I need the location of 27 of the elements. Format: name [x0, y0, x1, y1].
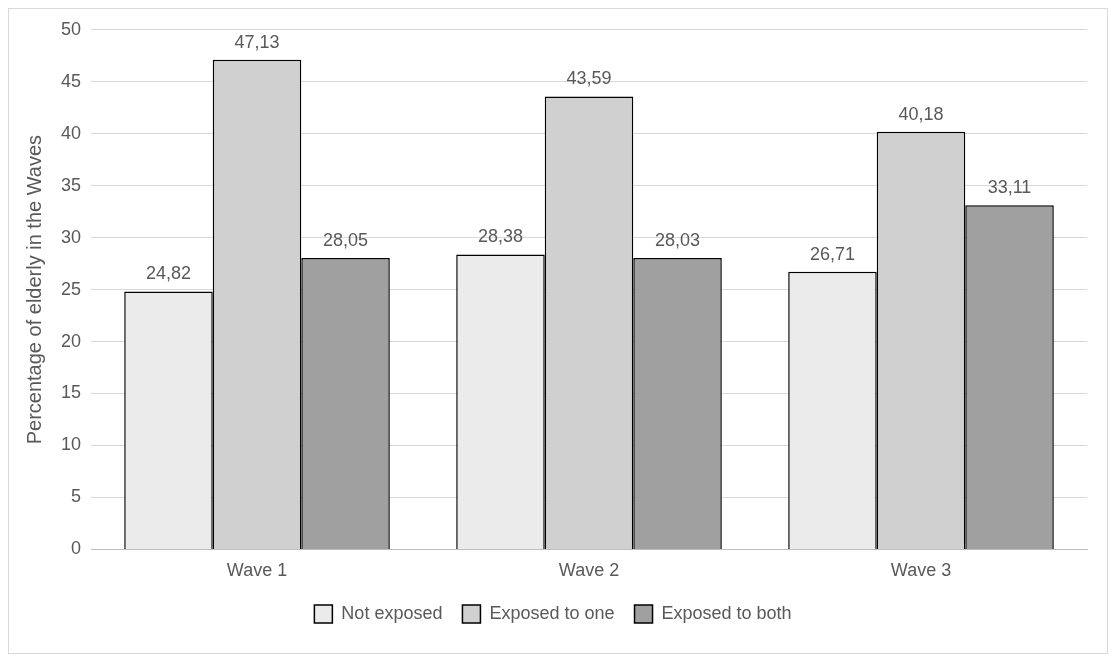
- data-label: 47,13: [234, 31, 280, 52]
- legend-label: Exposed to both: [661, 602, 792, 623]
- data-label: 28,05: [323, 229, 369, 250]
- data-label: 33,11: [987, 177, 1032, 198]
- data-label: 28,03: [655, 230, 701, 251]
- legend-label: Not exposed: [341, 602, 443, 623]
- x-tick-label: Wave 1: [226, 560, 288, 581]
- data-label: 26,71: [809, 243, 855, 264]
- data-label: 28,38: [477, 226, 523, 247]
- y-tick-label: 0: [71, 538, 82, 559]
- y-tick-label: 45: [60, 70, 82, 91]
- y-tick-label: 40: [60, 122, 82, 143]
- y-tick-label: 10: [60, 434, 82, 455]
- y-tick-label: 30: [60, 226, 82, 247]
- data-label: 24,82: [145, 263, 192, 284]
- y-tick-label: 25: [60, 278, 82, 299]
- y-tick-label: 20: [60, 330, 82, 351]
- y-tick-label: 35: [60, 174, 82, 195]
- legend-label: Exposed to one: [489, 602, 615, 623]
- x-tick-label: Wave 2: [558, 560, 620, 581]
- x-tick-label: Wave 3: [890, 560, 952, 581]
- data-label: 40,18: [898, 103, 944, 124]
- y-tick-label: 5: [71, 486, 82, 507]
- data-label: 43,59: [566, 68, 612, 89]
- y-tick-label: 50: [60, 18, 82, 39]
- y-axis-title: Percentage of elderly in the Waves: [22, 134, 45, 445]
- y-tick-label: 15: [60, 382, 82, 403]
